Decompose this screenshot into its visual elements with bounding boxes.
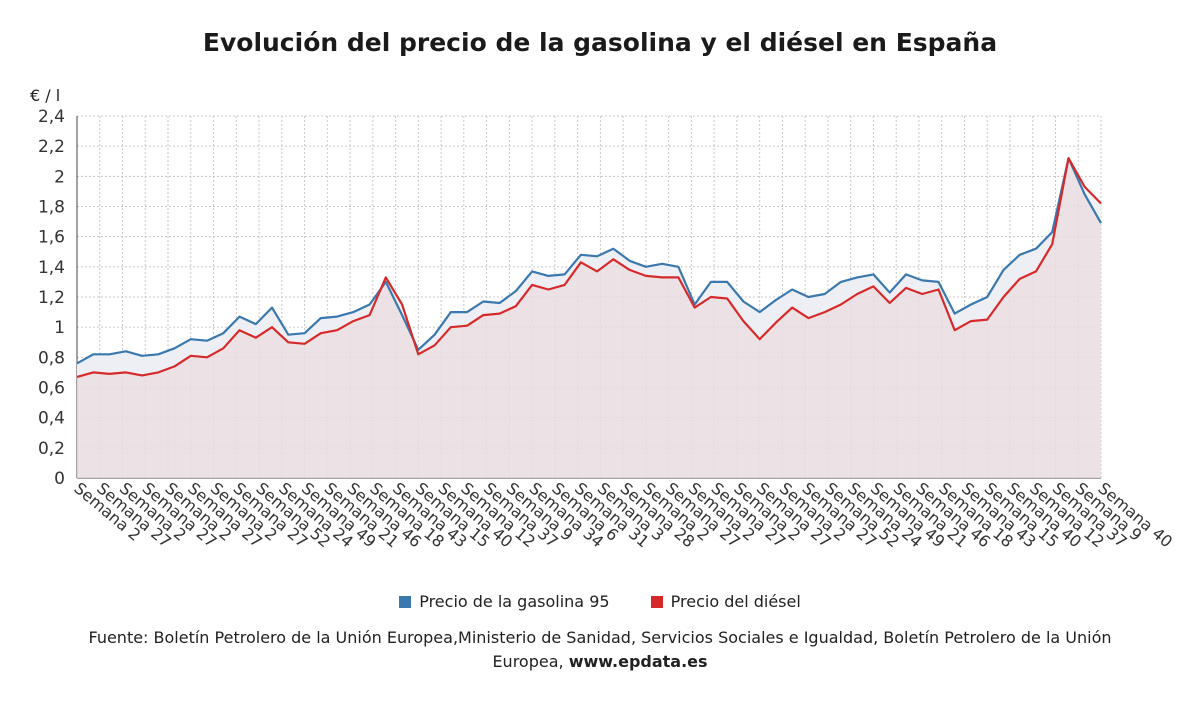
y-tick-label: 2,4 [38, 107, 65, 127]
gasoline-area [77, 158, 1101, 478]
y-tick-label: 0,2 [38, 439, 65, 459]
y-axis-unit: € / l [30, 86, 61, 105]
chart-title: Evolución del precio de la gasolina y el… [202, 28, 998, 57]
y-tick-label: 0 [54, 469, 65, 489]
y-tick-label: 2,2 [38, 137, 65, 157]
spread-band [77, 158, 1101, 377]
legend: Precio de la gasolina 95 Precio del diés… [0, 592, 1200, 612]
legend-swatch-gasoline [399, 595, 412, 608]
legend-item-gasoline: Precio de la gasolina 95 [399, 592, 610, 611]
price-line-chart: 00,20,40,60,811,21,41,61,822,22,4Semana … [38, 107, 1176, 551]
source-link[interactable]: www.epdata.es [568, 652, 708, 671]
source-note: Fuente: Boletín Petrolero de la Unión Eu… [60, 626, 1140, 674]
legend-item-diesel: Precio del diésel [650, 592, 801, 611]
y-tick-label: 0,4 [38, 409, 65, 429]
y-tick-label: 1,8 [38, 198, 65, 218]
legend-swatch-diesel [650, 595, 663, 608]
y-tick-label: 1,6 [38, 228, 65, 248]
y-tick-label: 0,8 [38, 348, 65, 368]
y-tick-label: 1 [54, 318, 65, 338]
y-tick-label: 1,4 [38, 258, 65, 278]
series-line-gasoline [76, 157, 1102, 365]
y-tick-label: 1,2 [38, 288, 65, 308]
legend-label-diesel: Precio del diésel [670, 592, 801, 611]
y-tick-label: 0,6 [38, 379, 65, 399]
series-line-diesel [76, 157, 1102, 378]
y-tick-label: 2 [54, 167, 65, 187]
source-text: Fuente: Boletín Petrolero de la Unión Eu… [88, 628, 1112, 671]
legend-label-gasoline: Precio de la gasolina 95 [419, 592, 610, 611]
